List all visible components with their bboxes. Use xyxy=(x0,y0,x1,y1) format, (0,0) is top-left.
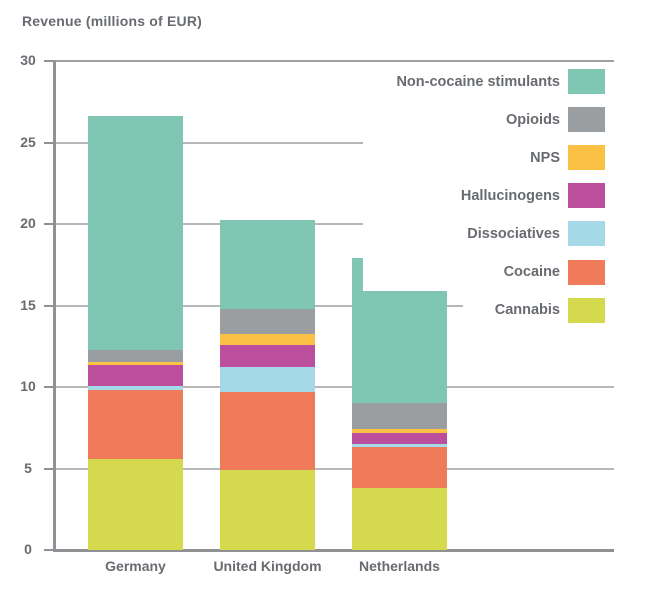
legend-item-opioids: Opioids xyxy=(498,107,605,133)
legend-item-cocaine: Cocaine xyxy=(495,259,605,285)
legend-label: NPS xyxy=(530,149,560,166)
x-axis-label-netherlands: Netherlands xyxy=(359,558,440,574)
bar-netherlands-segment-nps xyxy=(352,428,447,433)
legend-swatch-nps xyxy=(568,145,605,171)
bar-germany-segment-non-cocaine-stimulants xyxy=(88,115,183,351)
bar-united-kingdom-segment-opioids xyxy=(220,308,315,334)
y-axis-tick-25 xyxy=(44,141,54,144)
legend-label: Non-cocaine stimulants xyxy=(396,73,560,90)
bar-united-kingdom-segment-cannabis xyxy=(220,470,315,550)
bar-netherlands-segment-hallucinogens xyxy=(352,432,447,445)
bar-netherlands-segment-dissociatives xyxy=(352,444,447,448)
legend-item-nps: NPS xyxy=(522,145,605,171)
gridline-5 xyxy=(53,467,614,470)
gridline-15 xyxy=(53,304,614,307)
legend-label: Cannabis xyxy=(494,302,560,319)
legend-item-cannabis: Cannabis xyxy=(486,297,605,323)
bar-germany-segment-opioids xyxy=(88,350,183,362)
y-axis-tick-10 xyxy=(44,386,54,388)
gridline-10 xyxy=(53,386,614,388)
legend-swatch-cocaine xyxy=(568,259,605,285)
legend-item-non-cocaine-stimulants: Non-cocaine stimulants xyxy=(388,69,605,94)
legend-item-hallucinogens: Hallucinogens xyxy=(452,183,605,209)
y-axis-tick-30 xyxy=(44,60,54,62)
gridline-0 xyxy=(53,549,614,552)
legend-swatch-opioids xyxy=(568,107,605,133)
y-axis-tick-5 xyxy=(44,467,54,470)
y-tick-label: 25 xyxy=(20,133,36,150)
y-tick-label: 30 xyxy=(20,52,36,68)
legend-swatch-non-cocaine-stimulants xyxy=(568,69,605,94)
y-tick-label: 5 xyxy=(24,459,32,476)
bar-united-kingdom-segment-hallucinogens xyxy=(220,344,315,367)
bar-germany-segment-hallucinogens xyxy=(88,364,183,387)
legend-swatch-hallucinogens xyxy=(568,183,605,209)
x-axis-label-germany: Germany xyxy=(105,558,166,574)
legend-swatch-dissociatives xyxy=(568,221,605,247)
bar-united-kingdom-segment-dissociatives xyxy=(220,366,315,392)
y-axis-tick-15 xyxy=(44,304,54,307)
bar-netherlands-segment-cannabis xyxy=(352,488,447,550)
gridline-25 xyxy=(53,141,614,144)
bar-united-kingdom-segment-cocaine xyxy=(220,391,315,471)
y-axis-tick-20 xyxy=(44,223,54,225)
chart-title: Revenue (millions of EUR) xyxy=(22,13,203,29)
y-tick-label: 0 xyxy=(24,541,32,557)
y-tick-label: 15 xyxy=(20,296,36,313)
y-axis-tick-0 xyxy=(44,549,54,551)
bar-united-kingdom-segment-nps xyxy=(220,334,315,345)
y-axis-line xyxy=(53,61,56,552)
bar-germany-segment-cocaine xyxy=(88,390,183,459)
legend-background xyxy=(363,63,614,291)
gridline-30 xyxy=(53,60,614,62)
legend-label: Opioids xyxy=(506,111,560,128)
legend-label: Hallucinogens xyxy=(460,187,560,204)
x-axis-label-united-kingdom: United Kingdom xyxy=(213,558,322,574)
bar-germany-segment-cannabis xyxy=(88,458,183,550)
bar-united-kingdom-segment-non-cocaine-stimulants xyxy=(220,219,315,309)
bar-netherlands-segment-cocaine xyxy=(352,447,447,489)
gridline-20 xyxy=(53,223,614,225)
bar-netherlands-segment-opioids xyxy=(352,403,447,429)
legend-swatch-cannabis xyxy=(568,297,605,323)
legend-item-dissociatives: Dissociatives xyxy=(459,221,605,247)
y-tick-label: 10 xyxy=(20,378,36,394)
legend-label: Dissociatives xyxy=(467,225,560,242)
bar-germany-segment-dissociatives xyxy=(88,386,183,391)
legend-label: Cocaine xyxy=(503,264,560,280)
y-tick-label: 20 xyxy=(20,215,36,231)
bar-germany-segment-nps xyxy=(88,361,183,365)
